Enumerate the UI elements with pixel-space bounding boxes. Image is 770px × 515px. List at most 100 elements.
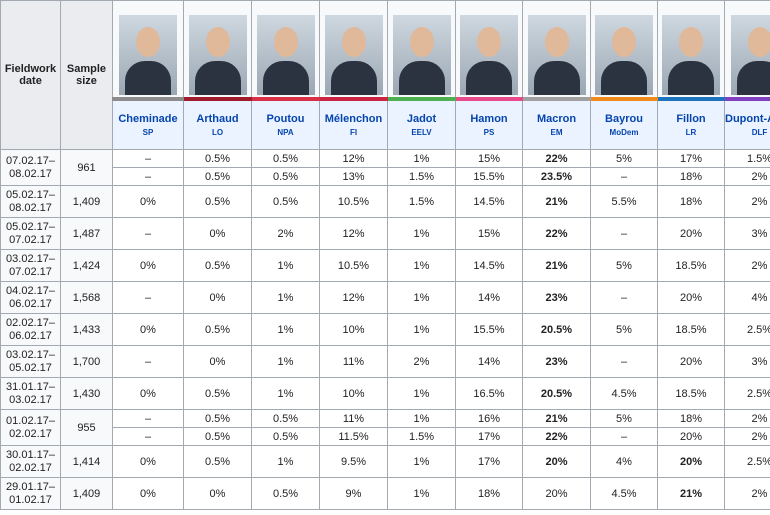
- poll-row: 03.02.17– 07.02.17 1,424 0% 0.5% 1% 10.5% 1% 14.…: [0, 249, 770, 282]
- poll-value: 16.5%: [455, 377, 523, 410]
- poll-value: 0.5%: [183, 313, 252, 346]
- sample-size: 1,700: [60, 345, 113, 378]
- date-part: 07.02.17: [9, 265, 52, 278]
- candidate-party[interactable]: SP: [142, 128, 154, 137]
- poll-value: 5%: [590, 313, 658, 346]
- sample-size: 1,409: [60, 185, 113, 218]
- poll-value: 22%: [522, 217, 591, 250]
- poll-value: 15%: [455, 149, 523, 168]
- candidate-name[interactable]: Dupont-Aignan: [725, 113, 770, 125]
- candidate-party[interactable]: EM: [550, 128, 563, 137]
- poll-value: 2%: [724, 427, 770, 446]
- poll-value: 0.5%: [251, 149, 320, 168]
- fieldwork-date: 31.01.17– 03.02.17: [0, 377, 61, 410]
- poll-value: 0%: [112, 377, 184, 410]
- candidate-party[interactable]: MoDem: [609, 128, 639, 137]
- poll-value: 21%: [522, 409, 591, 428]
- poll-value: 1%: [387, 217, 456, 250]
- candidate-party[interactable]: PS: [483, 128, 495, 137]
- poll-value: 20%: [657, 217, 725, 250]
- candidate-photo-cell: [455, 0, 523, 101]
- candidate-photo-cell: [724, 0, 770, 101]
- photo-head: [205, 27, 230, 57]
- fieldwork-date: 07.02.17– 08.02.17: [0, 149, 61, 186]
- poll-value: 1%: [387, 477, 456, 510]
- candidate-party[interactable]: FI: [349, 128, 358, 137]
- fieldwork-date: 05.02.17– 08.02.17: [0, 185, 61, 218]
- poll-value: 0.5%: [183, 167, 252, 186]
- poll-value: 11%: [319, 345, 388, 378]
- candidate-party[interactable]: DLF: [751, 128, 768, 137]
- candidate-name[interactable]: Cheminade: [118, 113, 178, 125]
- poll-value: –: [590, 345, 658, 378]
- poll-value: 11.5%: [319, 427, 388, 446]
- candidate-name[interactable]: Arthaud: [196, 113, 239, 125]
- fieldwork-date: 01.02.17– 02.02.17: [0, 409, 61, 446]
- poll-row: 29.01.17– 01.02.17 1,409 0% 0% 0.5% 9% 1% 18% 20%…: [0, 477, 770, 510]
- poll-value: 12%: [319, 217, 388, 250]
- poll-value: 1%: [387, 281, 456, 314]
- candidate-name[interactable]: Mélenchon: [324, 113, 383, 125]
- poll-value: 1%: [251, 377, 320, 410]
- candidate-party[interactable]: LO: [211, 128, 224, 137]
- fieldwork-date: 29.01.17– 01.02.17: [0, 477, 61, 510]
- date-part: 07.02.17–: [6, 154, 55, 167]
- poll-value: 0.5%: [251, 167, 320, 186]
- candidate-photo: [119, 15, 177, 95]
- poll-value: 0%: [183, 345, 252, 378]
- poll-value: 0.5%: [183, 445, 252, 478]
- poll-value: 0%: [112, 445, 184, 478]
- candidate-name[interactable]: Macron: [536, 113, 577, 125]
- poll-value: 17%: [657, 149, 725, 168]
- poll-value: 23%: [522, 345, 591, 378]
- candidate-name-cell: Poutou NPA: [251, 98, 320, 150]
- candidate-name-cell: Cheminade SP: [112, 98, 184, 150]
- candidate-photo-cell: [319, 0, 388, 101]
- poll-value: 18%: [657, 185, 725, 218]
- candidate-party[interactable]: EELV: [411, 128, 432, 137]
- candidate-name[interactable]: Hamon: [470, 113, 508, 125]
- date-part: 06.02.17: [9, 297, 52, 310]
- candidate-name[interactable]: Poutou: [266, 113, 305, 125]
- candidate-photo-cell: [590, 0, 658, 101]
- poll-value: 18.5%: [657, 313, 725, 346]
- photo-body: [398, 61, 445, 95]
- poll-row: 07.02.17– 08.02.17 961–0.5% 0.5% 12% 1% 15% 22%…: [0, 149, 770, 186]
- candidate-name-cell: Macron EM: [522, 98, 591, 150]
- candidate-name-cell: Arthaud LO: [183, 98, 252, 150]
- candidate-party[interactable]: NPA: [277, 128, 294, 137]
- poll-value: 4.5%: [590, 477, 658, 510]
- photo-body: [330, 61, 377, 95]
- sample-size: 1,424: [60, 249, 113, 282]
- poll-value: 0.5%: [183, 185, 252, 218]
- candidate-name[interactable]: Jadot: [406, 113, 437, 125]
- sample-size: 1,409: [60, 477, 113, 510]
- photo-body: [466, 61, 512, 95]
- date-part: 03.02.17–: [6, 348, 55, 361]
- date-part: 08.02.17: [9, 201, 52, 214]
- photo-body: [533, 61, 580, 95]
- fieldwork-date: 30.01.17– 02.02.17: [0, 445, 61, 478]
- poll-value: 14%: [455, 345, 523, 378]
- photo-body: [262, 61, 309, 95]
- candidate-photo: [730, 15, 770, 95]
- candidate-name-cell: Hamon PS: [455, 98, 523, 150]
- fieldwork-date: 03.02.17– 05.02.17: [0, 345, 61, 378]
- poll-value: 20%: [657, 427, 725, 446]
- candidate-name[interactable]: Fillon: [676, 113, 706, 125]
- candidate-party[interactable]: LR: [685, 128, 697, 137]
- poll-value: 14%: [455, 281, 523, 314]
- poll-value: 21%: [522, 185, 591, 218]
- poll-value: 1%: [251, 281, 320, 314]
- poll-value: –: [112, 345, 184, 378]
- photo-head: [679, 27, 703, 57]
- poll-value: 0%: [183, 281, 252, 314]
- poll-value: 12%: [319, 281, 388, 314]
- candidate-photo: [324, 15, 383, 95]
- candidate-name[interactable]: Bayrou: [605, 113, 643, 125]
- date-part: 02.02.17–: [6, 316, 55, 329]
- photo-head: [341, 27, 366, 57]
- photo-body: [736, 61, 770, 95]
- fieldwork-date: 02.02.17– 06.02.17: [0, 313, 61, 346]
- poll-value: 13%: [319, 167, 388, 186]
